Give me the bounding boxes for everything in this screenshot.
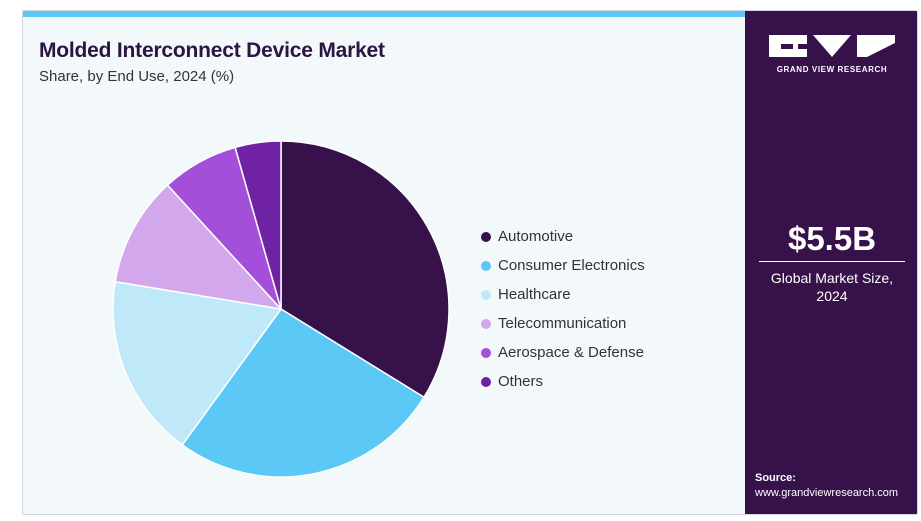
- summary-sidebar: GRAND VIEW RESEARCH $5.5B Global Market …: [745, 11, 917, 514]
- market-size-value: $5.5B: [787, 220, 877, 257]
- chart-subtitle: Share, by End Use, 2024 (%): [39, 68, 235, 85]
- chart-title: Molded Interconnect Device Market: [39, 39, 385, 62]
- chart-panel: Molded Interconnect Device Market Share,…: [23, 17, 745, 514]
- gvr-logo: GRAND VIEW RESEARCH: [769, 35, 895, 74]
- legend-swatch: [481, 289, 491, 300]
- gvr-logo-icon: [769, 35, 895, 57]
- source-label: Source:: [755, 472, 796, 484]
- legend-swatch: [481, 376, 491, 387]
- accent-bar: [23, 11, 745, 17]
- pie-slice-healthcare: [112, 280, 282, 446]
- legend-item-healthcare: Healthcare: [481, 280, 645, 309]
- legend-item-automotive: Automotive: [481, 222, 645, 251]
- legend-label: Healthcare: [498, 286, 571, 303]
- legend-swatch: [481, 260, 491, 271]
- legend-item-telecommunication: Telecommunication: [481, 309, 645, 338]
- legend-label: Automotive: [498, 228, 574, 245]
- legend-label: Aerospace & Defense: [498, 344, 644, 361]
- pie-chart: [112, 140, 450, 478]
- chart-legend: Automotive Consumer Electronics Healthcare…: [481, 222, 645, 396]
- legend-label: Consumer Electronics: [498, 257, 645, 274]
- source-link[interactable]: www.grandviewresearch.com: [755, 487, 899, 499]
- pie-slice-telecommunication: [114, 184, 282, 310]
- legend-swatch: [481, 318, 491, 329]
- legend-label: Telecommunication: [498, 315, 627, 332]
- legend-item-aerospace-defense: Aerospace & Defense: [481, 338, 645, 367]
- market-size-label-line2: 2024: [816, 288, 848, 304]
- legend-swatch: [481, 347, 491, 358]
- legend-label: Others: [498, 373, 544, 390]
- legend-item-others: Others: [481, 367, 645, 396]
- pie-slice-others: [234, 140, 282, 310]
- stat-divider: [759, 261, 905, 262]
- pie-slice-consumer-electronics: [181, 308, 425, 478]
- market-size-label-line1: Global Market Size,: [770, 270, 894, 286]
- pie-slice-automotive: [280, 140, 450, 398]
- legend-item-consumer-electronics: Consumer Electronics: [481, 251, 645, 280]
- legend-swatch: [481, 231, 491, 242]
- market-size-label: Global Market Size, 2024: [745, 269, 917, 305]
- brand-name: GRAND VIEW RESEARCH: [776, 65, 888, 74]
- chart-card: Molded Interconnect Device Market Share,…: [22, 10, 918, 515]
